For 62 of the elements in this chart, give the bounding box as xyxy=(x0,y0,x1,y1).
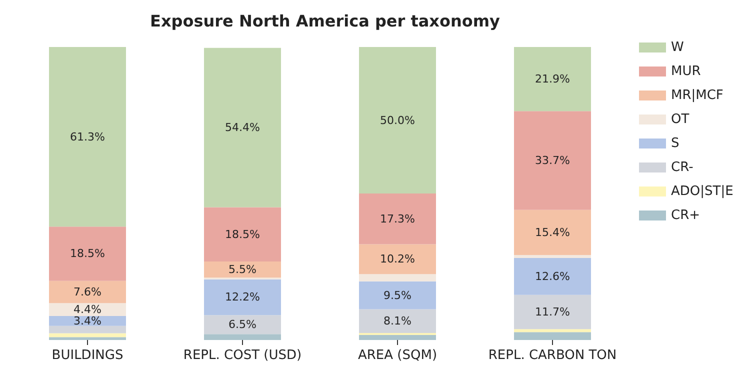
data-label: 7.6% xyxy=(74,285,102,298)
data-label: 8.1% xyxy=(384,314,412,328)
legend-label: ADO|ST|E xyxy=(671,184,734,199)
data-label: 12.6% xyxy=(535,270,570,283)
data-label: 12.2% xyxy=(225,290,260,304)
bar xyxy=(49,280,126,304)
data-label: 18.5% xyxy=(70,247,105,260)
bar xyxy=(359,332,436,336)
bar xyxy=(359,47,436,194)
legend-label: W xyxy=(671,40,684,55)
x-tick-label: AREA (SQM) xyxy=(358,348,438,363)
data-label: 9.5% xyxy=(384,288,412,302)
bar xyxy=(514,111,591,210)
data-label: 10.2% xyxy=(380,252,415,266)
data-label: 61.3% xyxy=(70,130,105,144)
data-label: 54.4% xyxy=(225,121,260,134)
bar xyxy=(204,315,281,334)
bar xyxy=(359,244,436,274)
bar xyxy=(514,210,591,256)
bar xyxy=(204,207,281,262)
data-label: 11.7% xyxy=(535,306,570,319)
legend-label: OT xyxy=(671,112,690,127)
bar xyxy=(359,281,436,310)
data-label: 5.5% xyxy=(228,263,256,276)
bar xyxy=(514,258,591,295)
legend-label: CR+ xyxy=(671,208,700,223)
bar xyxy=(514,329,591,332)
data-label: 50.0% xyxy=(380,114,415,127)
data-label: 17.3% xyxy=(380,212,415,226)
bar xyxy=(49,226,126,281)
bar xyxy=(359,194,436,244)
bar xyxy=(49,333,126,338)
legend-label: MUR xyxy=(671,64,701,79)
x-tick-label: BUILDINGS xyxy=(52,348,124,363)
bar xyxy=(204,261,281,278)
bar xyxy=(49,303,126,316)
bar xyxy=(359,309,436,333)
bar xyxy=(359,274,436,282)
chart-title: Exposure North America per taxonomy xyxy=(150,12,501,30)
bar xyxy=(49,326,126,334)
data-label: 18.5% xyxy=(225,228,260,241)
legend-label: MR|MCF xyxy=(671,88,724,103)
data-label: 6.5% xyxy=(228,318,256,332)
bar xyxy=(514,332,591,340)
data-label: 4.4% xyxy=(74,303,102,316)
bar xyxy=(514,47,591,112)
bar xyxy=(204,48,281,208)
data-label: 33.7% xyxy=(535,154,570,168)
bar xyxy=(204,334,281,340)
bar xyxy=(514,255,591,258)
bar xyxy=(49,337,126,340)
bar xyxy=(204,279,281,316)
bar xyxy=(359,335,436,340)
x-tick-label: REPL. CARBON TON xyxy=(488,348,617,363)
legend-label: CR- xyxy=(671,160,694,175)
x-tick-label: REPL. COST (USD) xyxy=(183,348,302,363)
legend-label: S xyxy=(671,136,680,151)
bar xyxy=(514,294,591,330)
bar xyxy=(49,47,126,227)
data-label: 15.4% xyxy=(535,226,570,239)
data-label: 21.9% xyxy=(535,72,570,86)
data-label: 3.4% xyxy=(74,314,102,328)
